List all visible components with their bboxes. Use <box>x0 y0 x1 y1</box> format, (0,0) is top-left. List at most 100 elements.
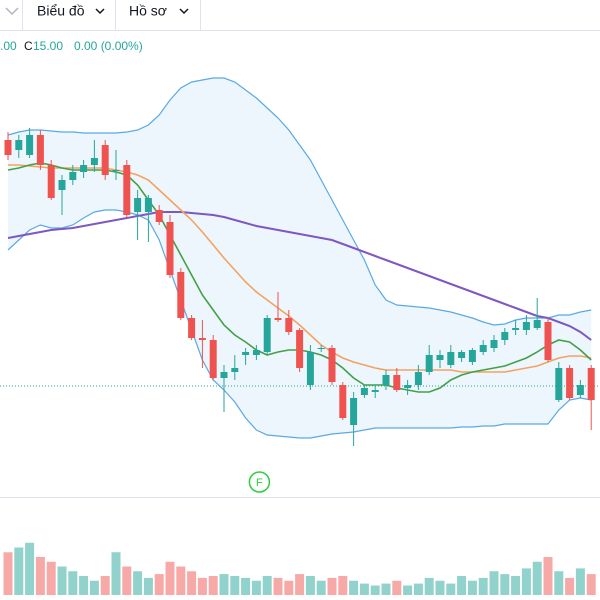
candle-body <box>209 340 217 378</box>
volume-bar <box>230 576 240 595</box>
volume-bar <box>467 580 477 595</box>
volume-bar <box>284 580 294 595</box>
volume-bar <box>3 552 13 595</box>
volume-bar <box>457 576 467 595</box>
candle-body <box>382 375 390 385</box>
candle-body <box>501 332 509 340</box>
volume-bar <box>133 571 143 595</box>
candle-body <box>112 170 120 171</box>
volume-bar <box>262 576 272 595</box>
volume-bar <box>543 557 553 595</box>
volume-bar <box>586 574 596 595</box>
candle-body <box>296 330 304 368</box>
volume-bar <box>46 561 56 595</box>
candle-body <box>36 135 44 165</box>
volume-bar <box>165 561 175 595</box>
volume-bar <box>305 576 315 595</box>
candle-body <box>436 355 444 360</box>
candle-body <box>69 172 77 180</box>
candle-body <box>317 348 325 349</box>
volume-bar <box>208 576 218 595</box>
candle-body <box>468 350 476 362</box>
candle-body <box>101 145 109 175</box>
volume-bar <box>187 571 197 595</box>
tab-label[interactable]: Biểu đồ <box>37 3 85 19</box>
candle-body <box>220 372 228 378</box>
volume-bar <box>349 580 359 595</box>
candle-body <box>350 398 358 425</box>
candle-body <box>4 140 12 155</box>
candle-body <box>155 210 163 222</box>
tab-chart[interactable]: Biểu đồ <box>37 3 105 19</box>
legend-close-value: 15.00 <box>33 39 63 53</box>
volume-bar <box>489 571 499 595</box>
toolbar-bg <box>0 0 600 30</box>
candle-body <box>576 385 584 395</box>
volume-bar <box>100 576 110 595</box>
tab-label[interactable]: Hồ sơ <box>129 3 167 19</box>
band-upper <box>7 77 592 326</box>
chevron[interactable] <box>95 8 105 15</box>
chevron[interactable] <box>179 8 189 15</box>
candle-body <box>26 135 34 155</box>
volume-bar <box>111 552 121 595</box>
volume-bar <box>176 566 186 595</box>
legend-change: 0.00 (0.00%) <box>74 39 143 53</box>
candle-body <box>47 165 55 198</box>
candle-body <box>533 320 541 328</box>
volume-bar <box>25 542 35 595</box>
volume-bar <box>521 568 531 595</box>
candle-body <box>447 352 455 365</box>
volume-bar <box>478 577 488 595</box>
tab-profile[interactable]: Hồ sơ <box>129 3 189 19</box>
volume-bar <box>370 585 380 595</box>
candle-body <box>512 328 520 330</box>
candle-body <box>371 390 379 392</box>
candle-body <box>490 340 498 348</box>
partial-icon <box>5 7 19 16</box>
volume-bar <box>154 574 164 595</box>
volume-bar <box>316 580 326 595</box>
candle-body <box>144 198 152 212</box>
candle-body <box>188 318 196 338</box>
candle-body <box>231 368 239 372</box>
candle-body <box>306 352 314 385</box>
volume-bar <box>79 576 89 595</box>
volume-bar <box>89 580 99 595</box>
candle-body <box>544 322 552 360</box>
candle-body <box>90 158 98 165</box>
volume-bar <box>392 580 402 595</box>
candle-body <box>285 318 293 332</box>
volume-bar <box>57 566 67 595</box>
candle-body <box>393 375 401 390</box>
volume-bar <box>219 574 229 595</box>
volume-bar <box>511 576 521 595</box>
volume-bar <box>403 585 413 595</box>
volume-bar <box>251 580 261 595</box>
legend-lead: .00 <box>0 39 17 53</box>
candle-body <box>263 318 271 352</box>
candle-body <box>339 385 347 418</box>
volume-bar <box>424 577 434 595</box>
volume-bar <box>338 576 348 595</box>
candle-body <box>252 350 260 355</box>
indicator-line <box>7 211 592 341</box>
candle-body <box>414 372 422 385</box>
candle-body <box>177 272 185 318</box>
volume-bar <box>532 561 542 595</box>
volume-bar <box>197 577 207 595</box>
volume-bar <box>327 577 337 595</box>
volume-bar <box>565 577 575 595</box>
candle-body <box>360 388 368 395</box>
candle-body <box>404 385 412 388</box>
band-fill <box>8 78 592 438</box>
volume-bar <box>381 583 391 595</box>
legend: .00 C 15.00 0.00 (0.00%) <box>0 39 143 53</box>
candle-body <box>566 368 574 398</box>
volume-bar <box>241 577 251 595</box>
candle-body <box>458 352 466 358</box>
candle-body <box>80 165 88 172</box>
band-lower <box>7 209 592 439</box>
candle-body <box>555 368 563 400</box>
